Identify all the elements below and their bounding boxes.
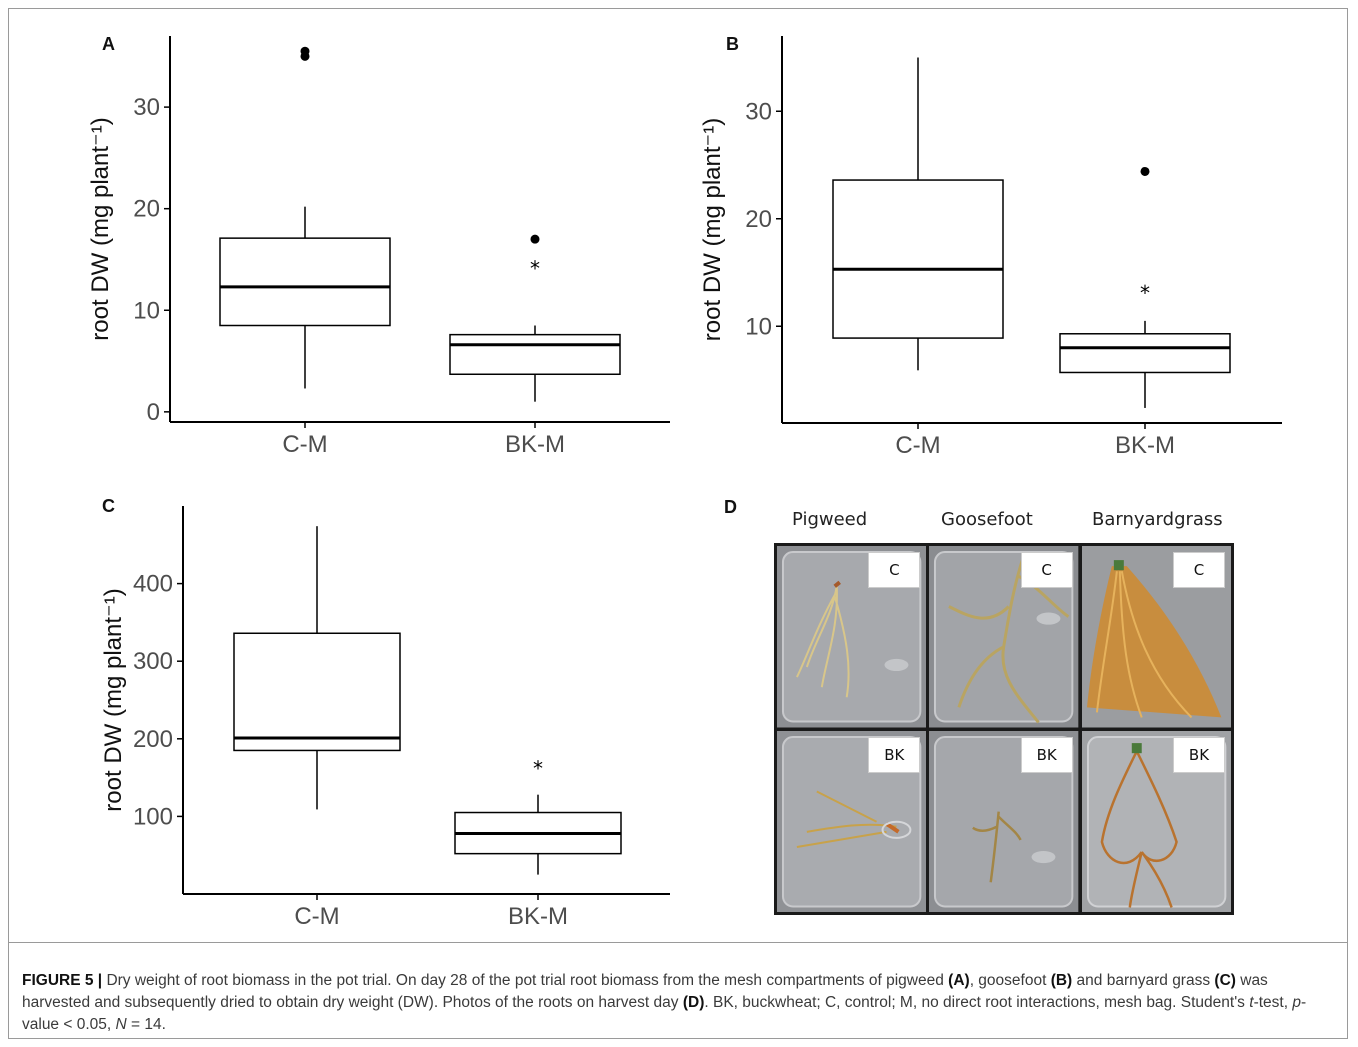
y-tick-label: 0 xyxy=(147,399,160,426)
caption-text: . BK, buckwheat; C, control; M, no direc… xyxy=(704,994,1250,1011)
y-tick-label: 10 xyxy=(133,297,160,324)
photo-goosefoot-control: C xyxy=(929,546,1079,728)
outlier-star: * xyxy=(530,257,540,281)
photo-panel-d: D Pigweed Goosefoot Barnyardgrass C C xyxy=(715,487,1275,927)
caption-text: = 14. xyxy=(126,1016,166,1033)
caption-text: was harvested and subsequently dried to … xyxy=(22,972,1268,1011)
caption-text: -test, xyxy=(1253,994,1293,1011)
tag-bk: BK xyxy=(1020,736,1073,773)
y-tick-label: 100 xyxy=(133,803,173,830)
panel-label-b: B xyxy=(726,34,739,54)
panel-label-c: C xyxy=(102,496,115,516)
x-tick-label: C-M xyxy=(895,432,940,459)
caption-ref-c: (C) xyxy=(1214,972,1236,989)
photo-goosefoot-buckwheat: BK xyxy=(929,730,1079,912)
y-tick-label: 400 xyxy=(133,571,173,598)
outlier-point xyxy=(530,234,540,244)
column-label-goosefoot: Goosefoot xyxy=(941,509,1033,530)
x-tick-label: BK-M xyxy=(1115,432,1175,459)
y-tick-label: 20 xyxy=(133,196,160,223)
caption-ref-b: (B) xyxy=(1050,972,1073,989)
chart-b: 10 20 30 root DW (mg plant⁻¹) C-M BK-M * xyxy=(699,36,1282,459)
panel-label-a: A xyxy=(102,34,115,54)
caption-italic-p: p xyxy=(1292,994,1301,1011)
caption-ref-a: (A) xyxy=(948,972,970,989)
iqr-box xyxy=(1059,333,1231,374)
figure-caption: FIGURE 5 | Dry weight of root biomass in… xyxy=(22,970,1338,1036)
tag-c: C xyxy=(1172,552,1225,588)
outlier-point xyxy=(1140,166,1150,176)
caption-text: -value < 0.05, xyxy=(22,994,1307,1033)
caption-figure-number: FIGURE 5 | xyxy=(22,972,103,989)
tag-bk: BK xyxy=(1172,736,1225,773)
caption-italic-t: t xyxy=(1249,994,1254,1011)
outlier-star: * xyxy=(1140,281,1150,305)
tag-c: C xyxy=(1020,552,1073,588)
boxplot-panel-b: B 10 20 30 root DW (mg plant⁻¹) C-M BK-M * xyxy=(699,34,1282,459)
y-tick-label: 20 xyxy=(745,206,772,233)
caption-italic-n: N xyxy=(115,1016,127,1033)
root-photo-grid: C C C xyxy=(774,543,1234,915)
y-tick-label: 200 xyxy=(133,726,173,753)
y-tick-label: 30 xyxy=(133,94,160,121)
caption-text: , goosefoot xyxy=(969,972,1051,989)
y-axis-label: root DW (mg plant⁻¹) xyxy=(100,588,127,811)
caption-text: and barnyard grass xyxy=(1072,972,1215,989)
photo-barnyardgrass-buckwheat: BK xyxy=(1081,730,1231,912)
x-tick-label: C-M xyxy=(282,431,327,458)
photo-barnyardgrass-control: C xyxy=(1081,546,1231,728)
column-label-pigweed: Pigweed xyxy=(792,509,868,530)
iqr-box xyxy=(832,179,1004,339)
column-label-barnyardgrass: Barnyardgrass xyxy=(1092,509,1223,530)
y-tick-label: 300 xyxy=(133,648,173,675)
figure-frame xyxy=(8,8,1348,1039)
chart-a: 0 10 20 30 root DW (mg plant⁻¹) C-M BK-M * xyxy=(87,36,670,458)
iqr-box xyxy=(449,333,621,376)
x-tick-label: BK-M xyxy=(508,903,568,930)
x-tick-label: BK-M xyxy=(505,431,565,458)
iqr-box xyxy=(233,632,401,752)
tag-c: C xyxy=(868,552,921,588)
photo-pigweed-buckwheat: BK xyxy=(777,730,927,912)
caption-ref-d: (D) xyxy=(682,994,705,1011)
photo-pigweed-control: C xyxy=(777,546,927,728)
panel-label-d: D xyxy=(724,497,737,517)
caption-text: Dry weight of root biomass in the pot tr… xyxy=(102,972,949,989)
y-axis-label: root DW (mg plant⁻¹) xyxy=(699,118,726,341)
iqr-box xyxy=(219,237,391,327)
y-tick-label: 30 xyxy=(745,98,772,125)
y-tick-label: 10 xyxy=(745,313,772,340)
outlier-point xyxy=(300,46,310,56)
tag-bk: BK xyxy=(868,736,921,773)
boxplot-panel-a: A 0 10 20 30 root DW (mg plant⁻¹) C-M BK-M * xyxy=(87,34,670,458)
caption-separator xyxy=(8,942,1348,943)
outlier-star: * xyxy=(533,757,543,781)
panel-label-d-svg: D xyxy=(724,497,737,517)
x-tick-label: C-M xyxy=(294,903,339,930)
y-axis-label: root DW (mg plant⁻¹) xyxy=(87,117,114,340)
